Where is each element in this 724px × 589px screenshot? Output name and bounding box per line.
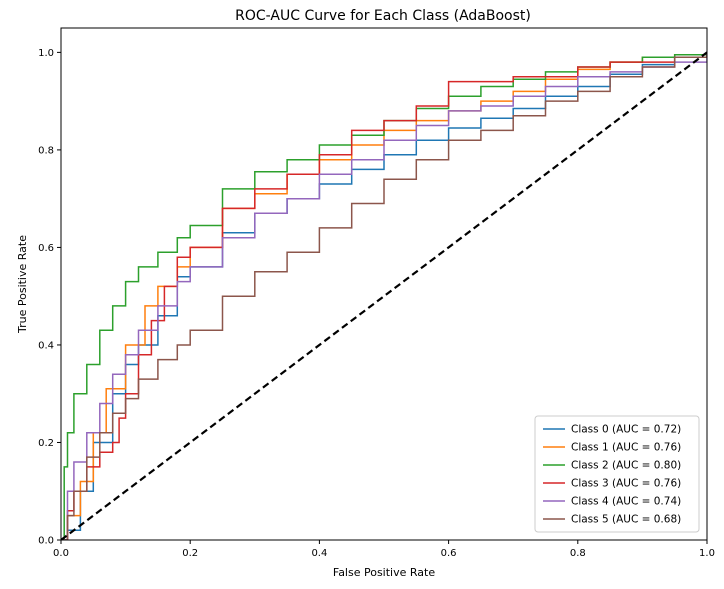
y-tick-label: 1.0	[38, 48, 54, 59]
x-axis-label: False Positive Rate	[333, 566, 435, 579]
legend-label: Class 2 (AUC = 0.80)	[571, 460, 681, 472]
legend-label: Class 0 (AUC = 0.72)	[571, 424, 681, 436]
x-tick-label: 0.4	[311, 548, 327, 559]
series-line-class-4	[61, 52, 707, 540]
x-tick-label: 0.6	[441, 548, 457, 559]
y-tick-label: 0.6	[38, 243, 54, 254]
y-tick-label: 0.4	[38, 340, 54, 351]
chart-title: ROC-AUC Curve for Each Class (AdaBoost)	[235, 8, 531, 24]
legend-label: Class 3 (AUC = 0.76)	[571, 478, 681, 490]
legend-box	[534, 415, 700, 533]
series-line-class-5	[61, 52, 707, 540]
y-axis-label: True Positive Rate	[16, 235, 29, 334]
y-tick-label: 0.2	[38, 438, 54, 449]
x-tick-label: 0.8	[570, 548, 586, 559]
x-axis: 0.0 0.2 0.4 0.6 0.8 1.0	[53, 540, 715, 559]
legend-label: Class 1 (AUC = 0.76)	[571, 442, 681, 454]
legend-label: Class 4 (AUC = 0.74)	[571, 496, 681, 508]
y-tick-label: 0.8	[38, 145, 54, 156]
y-axis: 0.0 0.2 0.4 0.6 0.8 1.0	[38, 48, 61, 547]
legend: Class 0 (AUC = 0.72) Class 1 (AUC = 0.76)…	[534, 415, 700, 533]
plot-area	[61, 51, 707, 540]
series-line-class-3	[61, 52, 707, 540]
x-tick-label: 1.0	[699, 548, 715, 559]
plot-frame	[60, 27, 708, 541]
x-tick-label: 0.0	[53, 548, 69, 559]
legend-label: Class 5 (AUC = 0.68)	[571, 514, 681, 526]
chance-diagonal-line	[61, 51, 707, 540]
x-tick-label: 0.2	[182, 548, 198, 559]
y-tick-label: 0.0	[38, 536, 54, 547]
